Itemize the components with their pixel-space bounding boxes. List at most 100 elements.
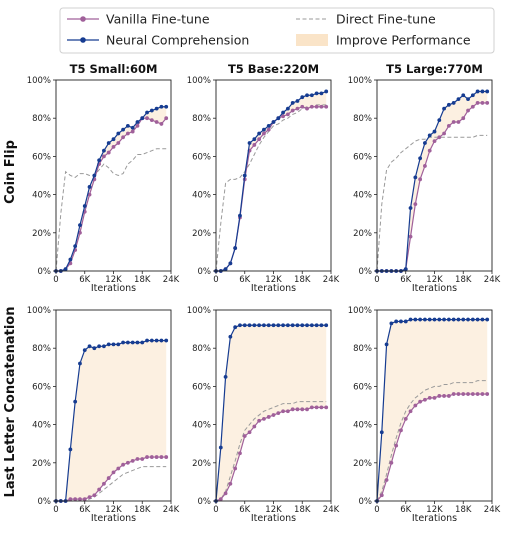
- x-tick-label: 6K: [400, 275, 411, 285]
- vanilla-fine-tune-point: [427, 395, 432, 400]
- neural-comprehension-point: [238, 213, 242, 218]
- vanilla-fine-tune-point: [290, 407, 295, 412]
- vanilla-fine-tune-point: [418, 177, 423, 182]
- neural-comprehension-point: [399, 319, 403, 324]
- neural-comprehension-point: [145, 110, 149, 115]
- x-tick-label: 6K: [239, 275, 250, 285]
- vanilla-fine-tune-point: [442, 131, 446, 136]
- y-tick-label: 60%: [353, 382, 372, 392]
- neural-comprehension-point: [480, 317, 485, 322]
- neural-comprehension-point: [130, 340, 135, 345]
- vanilla-fine-tune-point: [394, 443, 399, 448]
- neural-comprehension-point: [223, 267, 228, 271]
- vanilla-fine-tune-point: [154, 455, 159, 459]
- improve-band: [56, 340, 167, 501]
- neural-comprehension-point: [247, 323, 252, 328]
- vanilla-fine-tune-point: [403, 416, 408, 421]
- vanilla-fine-tune-point: [485, 392, 490, 396]
- neural-comprehension-point: [276, 323, 281, 328]
- vanilla-fine-tune-point: [281, 409, 285, 414]
- x-tick-label: 18K: [455, 275, 472, 285]
- neural-comprehension-point: [266, 123, 271, 128]
- y-tick-label: 40%: [353, 191, 372, 201]
- neural-comprehension-point: [121, 127, 125, 132]
- vanilla-fine-tune-point: [285, 409, 290, 414]
- x-tick-label: 6K: [79, 275, 90, 285]
- y-tick-label: 20%: [32, 229, 51, 239]
- vanilla-fine-tune-point: [82, 497, 87, 501]
- x-axis-label: Iterations: [251, 513, 296, 524]
- neural-comprehension-point: [266, 323, 271, 328]
- vanilla-fine-tune-point: [218, 497, 223, 501]
- neural-comprehension-point: [281, 323, 285, 328]
- neural-comprehension-point: [432, 129, 437, 134]
- neural-comprehension-point: [456, 97, 461, 101]
- vanilla-fine-tune-point: [262, 416, 266, 421]
- neural-comprehension-point: [324, 89, 329, 94]
- neural-comprehension-point: [413, 317, 418, 322]
- direct-fine-tune-line: [376, 134, 488, 272]
- neural-comprehension-point: [427, 133, 432, 138]
- neural-comprehension-point: [271, 323, 276, 328]
- x-tick-label: 0: [213, 275, 218, 285]
- neural-comprehension-point: [305, 93, 309, 98]
- y-tick-label: 60%: [32, 152, 51, 162]
- neural-comprehension-point: [319, 323, 324, 328]
- vanilla-fine-tune-point: [125, 460, 130, 465]
- y-tick-label: 80%: [192, 344, 211, 354]
- neural-comprehension-point: [461, 317, 466, 322]
- neural-comprehension-point: [228, 334, 233, 339]
- x-tick-label: 24K: [163, 505, 180, 515]
- neural-comprehension-point: [379, 430, 384, 435]
- vanilla-fine-tune-point: [228, 481, 233, 486]
- neural-comprehension-point: [145, 338, 149, 343]
- vanilla-fine-tune-point: [300, 104, 305, 109]
- neural-comprehension-point: [290, 323, 295, 328]
- neural-comprehension-point: [285, 323, 290, 328]
- y-tick-label: 0%: [198, 267, 212, 277]
- legend-direct-label: Direct Fine-tune: [336, 12, 436, 27]
- vanilla-fine-tune-point: [149, 455, 154, 459]
- vanilla-fine-tune-point: [451, 392, 456, 396]
- vanilla-fine-tune-point: [68, 497, 73, 501]
- x-tick-label: 6K: [239, 505, 250, 515]
- neural-comprehension-point: [242, 173, 247, 178]
- neural-comprehension-point: [408, 206, 413, 210]
- neural-comprehension-point: [295, 99, 300, 103]
- y-tick-label: 40%: [192, 421, 211, 431]
- x-tick-label: 24K: [484, 275, 501, 285]
- neural-comprehension-point: [295, 323, 300, 328]
- vanilla-fine-tune-point: [159, 455, 164, 459]
- neural-comprehension-point: [262, 127, 266, 132]
- neural-comprehension-point: [252, 137, 257, 142]
- neural-comprehension-point: [135, 120, 140, 124]
- legend: Vanilla Fine-tune Neural Comprehension D…: [59, 7, 495, 54]
- y-tick-label: 100%: [27, 76, 51, 86]
- vanilla-fine-tune-point: [116, 141, 121, 145]
- neural-comprehension-point: [470, 93, 475, 98]
- legend-vanilla-label: Vanilla Fine-tune: [106, 12, 210, 27]
- panel-2: 0% 20% 40% 60% 80% 100% 0 6K 12K 18K 24K Iterations…: [187, 62, 340, 294]
- y-tick-label: 60%: [32, 382, 51, 392]
- vanilla-fine-tune-point: [257, 418, 262, 423]
- legend-neural-label: Neural Comprehension: [106, 33, 249, 48]
- neural-comprehension-point: [116, 342, 121, 347]
- neural-comprehension-point: [106, 342, 111, 347]
- vanilla-fine-tune-point: [290, 108, 295, 113]
- vanilla-fine-tune-point: [125, 131, 130, 136]
- neural-comprehension-point: [164, 104, 169, 109]
- y-tick-label: 40%: [192, 191, 211, 201]
- x-tick-label: 0: [374, 505, 379, 515]
- neural-comprehension-point: [68, 257, 73, 262]
- neural-comprehension-point: [314, 91, 319, 96]
- neural-comprehension-point: [442, 106, 446, 111]
- panel-1: 0% 20% 40% 60% 80% 100% 0 6K 12K 18K 24K Iterations…: [27, 62, 180, 294]
- y-tick-label: 80%: [32, 344, 51, 354]
- panel-title: T5 Large:770M: [386, 62, 483, 76]
- neural-comprehension-point: [423, 141, 427, 145]
- improve-band: [377, 319, 488, 501]
- neural-comprehension-point: [384, 342, 389, 347]
- x-tick-label: 24K: [323, 275, 340, 285]
- vanilla-fine-tune-point: [159, 122, 164, 126]
- vanilla-fine-tune-point: [324, 405, 329, 410]
